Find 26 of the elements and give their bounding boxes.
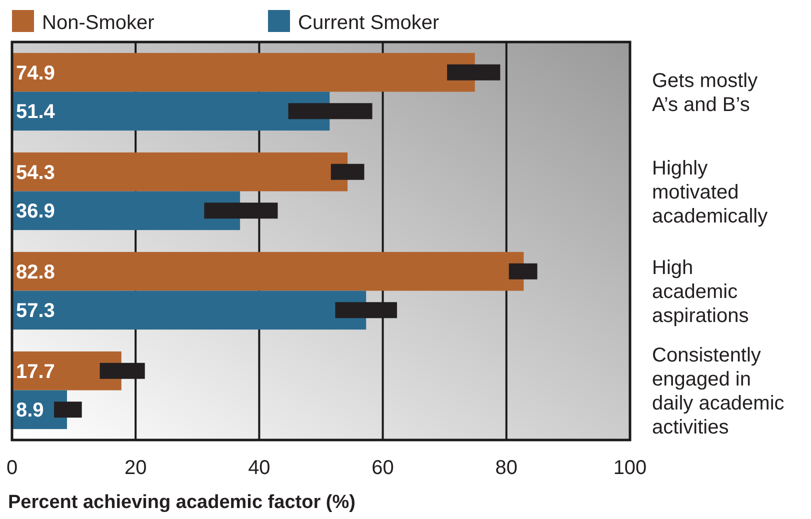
y-tick-label: Consistently engaged in daily academic activities (652, 344, 784, 438)
data-label: 57.3 (16, 300, 55, 322)
data-label: 51.4 (16, 101, 56, 124)
bar (12, 152, 348, 192)
x-tick-label: 80 (495, 457, 518, 479)
x-tick-label: 100 (613, 457, 647, 479)
x-tick-label: 60 (372, 457, 394, 479)
bar (12, 252, 524, 291)
x-tick-label: 40 (248, 457, 270, 479)
legend-label: Non-Smoker (42, 12, 155, 34)
data-label: 54.3 (16, 162, 55, 184)
bar (12, 52, 475, 92)
data-label: 8.9 (16, 400, 44, 422)
data-label: 74.9 (16, 62, 55, 84)
y-tick-label: High academic aspirations (652, 256, 749, 327)
bar (12, 290, 366, 330)
y-tick-label: Highly motivated academically (652, 157, 768, 228)
legend-label: Current Smoker (298, 12, 440, 34)
data-label: 82.8 (16, 261, 55, 284)
data-label: 17.7 (16, 360, 55, 383)
x-tick-label: 20 (124, 457, 147, 479)
bar (12, 92, 330, 131)
x-axis-title: Percent achieving academic factor (%) (8, 492, 356, 513)
y-tick-label: Gets mostly A’s and B’s (652, 70, 758, 116)
data-label: 36.9 (16, 200, 55, 223)
x-tick-label: 0 (6, 457, 18, 479)
